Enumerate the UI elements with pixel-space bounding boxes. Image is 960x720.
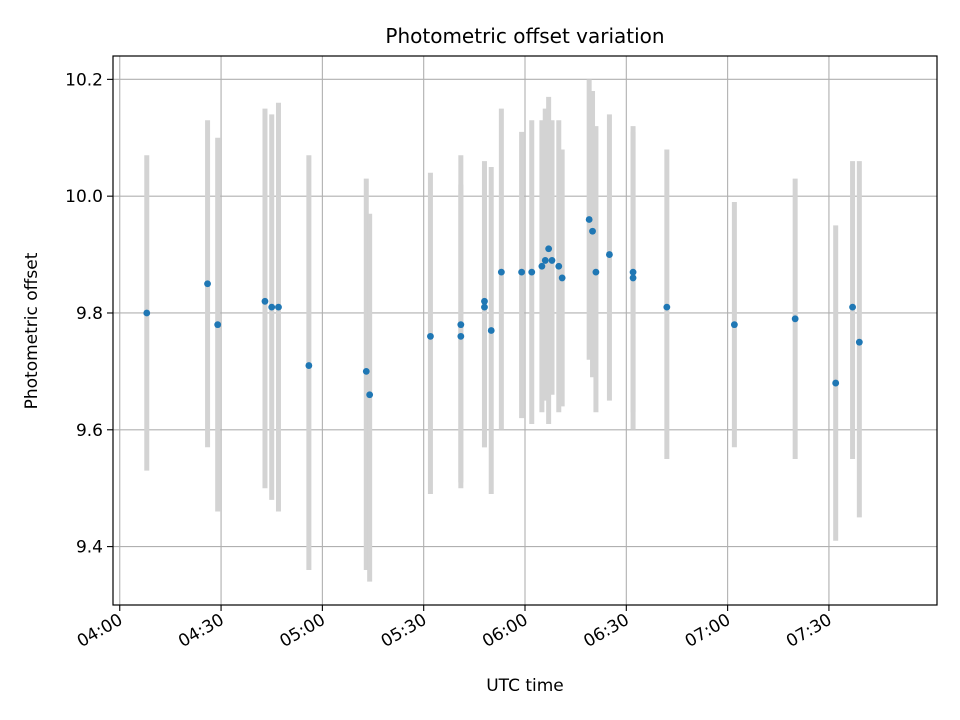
y-tick-label: 9.6	[76, 421, 103, 441]
y-axis: 9.4 9.6 9.8 10.0 10.2	[65, 70, 113, 558]
data-point	[518, 268, 526, 276]
data-point	[663, 303, 671, 311]
data-point	[362, 367, 370, 375]
data-point	[629, 268, 637, 276]
data-point	[541, 257, 549, 264]
grid	[113, 56, 937, 605]
data-point	[268, 303, 276, 311]
data-point	[366, 391, 374, 399]
data-point	[487, 327, 495, 334]
data-point	[791, 315, 799, 323]
data-point	[629, 274, 637, 282]
data-point	[457, 332, 465, 340]
data-point	[204, 280, 211, 288]
data-point	[730, 321, 738, 329]
data-point	[589, 227, 596, 235]
data-point	[538, 262, 546, 270]
data-point	[548, 257, 556, 264]
y-tick-label: 10.0	[65, 187, 103, 207]
y-axis-label: Photometric offset	[22, 252, 42, 409]
data-point	[305, 362, 313, 369]
data-point	[261, 297, 269, 305]
data-point	[606, 251, 613, 258]
x-axis-label: UTC time	[486, 676, 564, 696]
chart-title: Photometric offset variation	[385, 24, 664, 48]
data-point	[849, 303, 856, 311]
data-point	[457, 321, 465, 329]
data-point	[585, 216, 593, 223]
data-point	[528, 268, 536, 276]
y-tick-label: 9.8	[76, 304, 103, 324]
data-point	[481, 303, 488, 311]
data-point	[832, 379, 840, 387]
data-point	[555, 262, 563, 270]
data-point	[855, 338, 863, 346]
data-point	[558, 274, 566, 282]
data-point	[481, 297, 488, 305]
data-point	[497, 268, 505, 276]
data-point	[275, 303, 282, 311]
data-point	[143, 309, 151, 317]
markers	[143, 216, 863, 399]
y-tick-label: 10.2	[65, 70, 103, 90]
data-point	[545, 245, 553, 253]
data-point	[592, 268, 600, 276]
data-point	[214, 321, 222, 329]
y-tick-label: 9.4	[76, 538, 103, 558]
data-point	[427, 332, 434, 340]
